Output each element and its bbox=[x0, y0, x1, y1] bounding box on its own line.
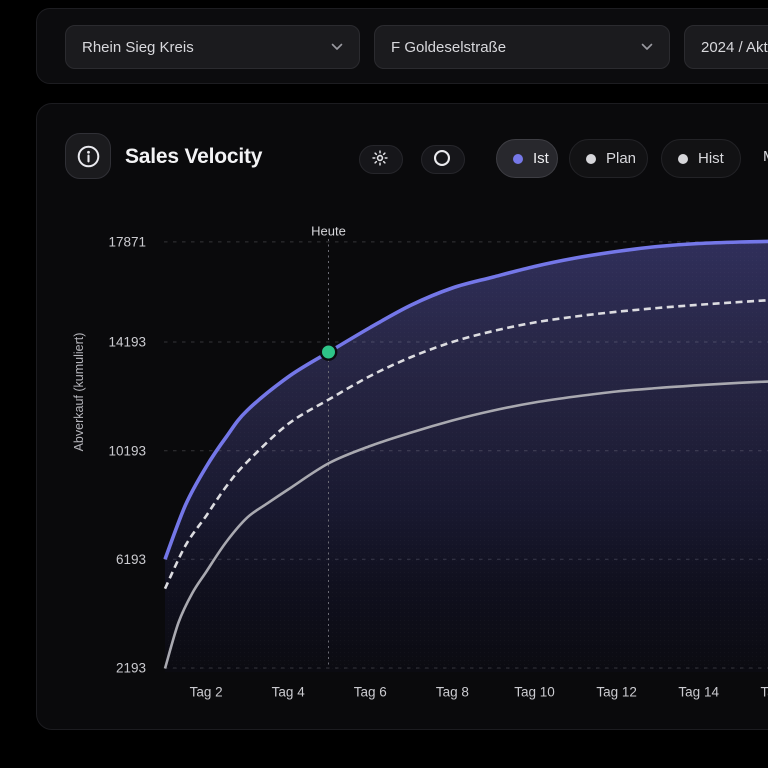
svg-text:14193: 14193 bbox=[108, 335, 146, 350]
svg-text:Tag 14: Tag 14 bbox=[678, 685, 719, 700]
svg-text:2193: 2193 bbox=[116, 661, 146, 676]
svg-text:6193: 6193 bbox=[116, 552, 146, 567]
svg-text:Tag 8: Tag 8 bbox=[436, 685, 469, 700]
svg-text:Tag 16: Tag 16 bbox=[761, 685, 768, 700]
svg-text:17871: 17871 bbox=[108, 235, 146, 250]
svg-text:Abverkauf (kumuliert): Abverkauf (kumuliert) bbox=[72, 333, 86, 452]
svg-text:Tag 6: Tag 6 bbox=[354, 685, 387, 700]
svg-text:Heute: Heute bbox=[311, 224, 346, 239]
svg-text:Tag 10: Tag 10 bbox=[514, 685, 555, 700]
svg-text:Tag 2: Tag 2 bbox=[190, 685, 223, 700]
svg-text:Tag 4: Tag 4 bbox=[272, 685, 306, 700]
svg-text:Tag 12: Tag 12 bbox=[596, 685, 637, 700]
svg-text:10193: 10193 bbox=[108, 443, 146, 458]
